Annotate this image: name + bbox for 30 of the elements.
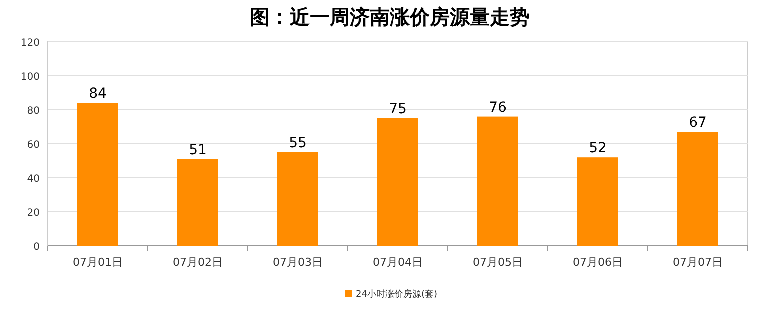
bar [378,118,418,246]
y-tick-label: 20 [27,208,40,219]
chart-title: 图：近一周济南涨价房源量走势 [250,5,530,29]
data-label: 67 [689,115,707,132]
legend-label: 24小时涨价房源(套) [356,289,438,300]
bar [678,132,718,246]
data-label: 55 [289,136,307,152]
bar [478,116,518,246]
x-tick-label: 07月03日 [273,256,323,269]
data-label: 52 [589,140,607,157]
bar [178,159,218,246]
y-tick-label: 60 [27,140,40,151]
data-label: 75 [389,102,407,118]
x-tick-label: 07月05日 [473,256,523,269]
y-tick-label: 0 [34,242,40,253]
x-tick-label: 07月02日 [173,256,223,269]
bar [78,103,118,246]
x-tick-label: 07月01日 [73,256,123,269]
bar [278,152,318,246]
y-tick-label: 100 [20,72,40,83]
x-tick-label: 07月04日 [373,256,423,269]
data-label: 76 [489,100,507,116]
data-label: 51 [189,142,207,158]
bar [578,158,618,246]
y-tick-label: 40 [27,174,40,185]
x-tick-label: 07月06日 [573,256,623,269]
y-tick-label: 120 [20,38,40,49]
y-tick-label: 80 [27,106,40,117]
x-tick-label: 07月07日 [673,256,723,269]
data-label: 84 [89,86,107,102]
